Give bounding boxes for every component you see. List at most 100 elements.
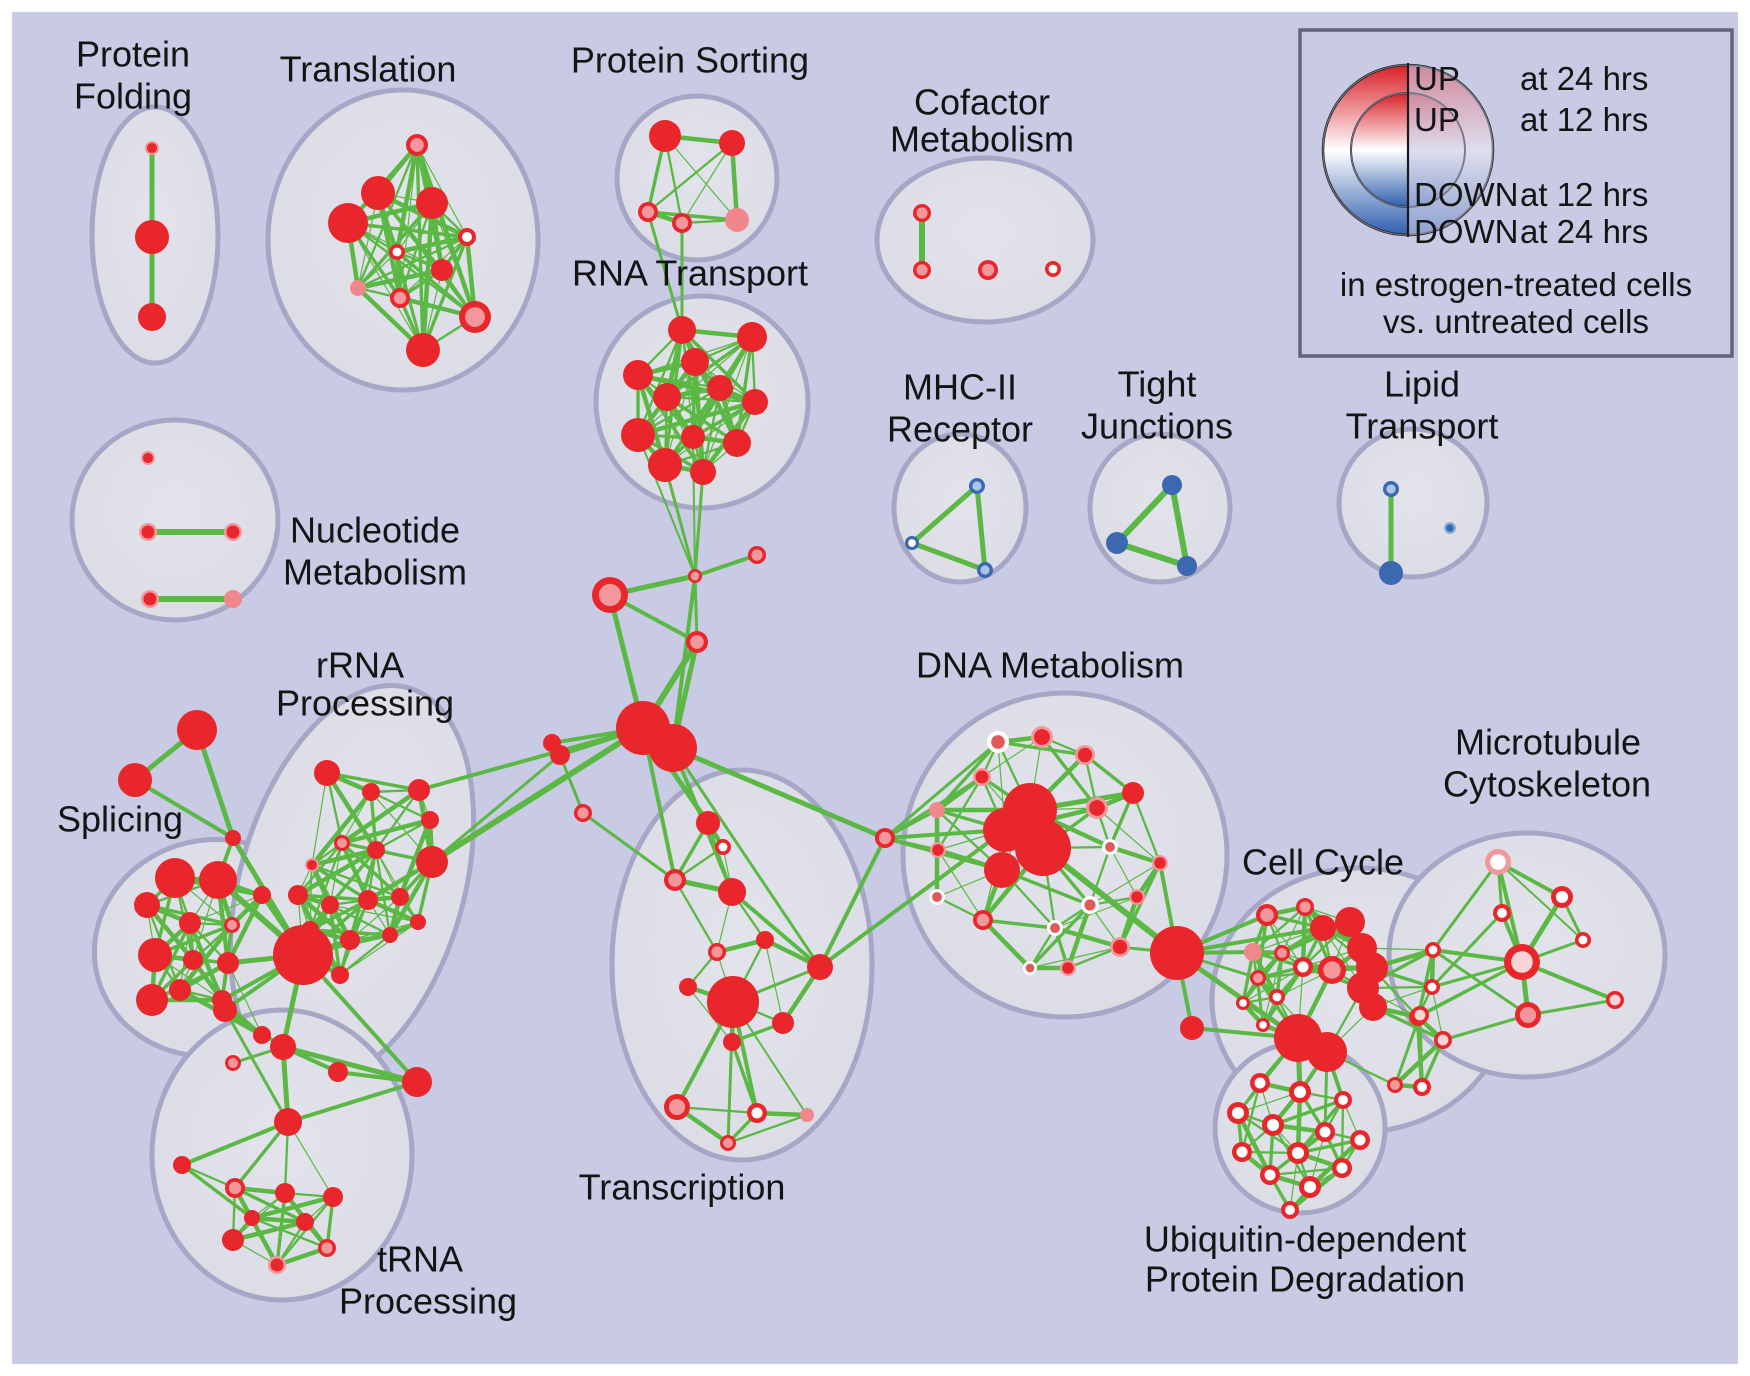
gene-node-txn-14[interactable] xyxy=(720,1135,736,1151)
gene-node-tr-7[interactable] xyxy=(350,280,366,296)
gene-node-free-16[interactable] xyxy=(225,1055,241,1071)
gene-node-ubi-5[interactable] xyxy=(1315,1122,1335,1142)
gene-node-txn-5[interactable] xyxy=(708,943,726,961)
gene-node-rrna-11[interactable] xyxy=(391,888,409,906)
gene-node-trna-4[interactable] xyxy=(323,1187,343,1207)
gene-node-cc-20[interactable] xyxy=(1425,942,1441,958)
gene-node-dna-17[interactable] xyxy=(1081,896,1099,914)
gene-node-free-1[interactable] xyxy=(118,763,152,797)
gene-node-ubi-11[interactable] xyxy=(1299,1176,1321,1198)
gene-node-txn-13[interactable] xyxy=(800,1108,814,1122)
gene-node-cc-0[interactable] xyxy=(1256,904,1278,926)
gene-node-tr-2[interactable] xyxy=(328,203,368,243)
gene-node-spl-6[interactable] xyxy=(138,938,172,972)
gene-node-mt-3[interactable] xyxy=(1504,944,1540,980)
gene-node-ps-0[interactable] xyxy=(649,120,681,152)
gene-node-free-10[interactable] xyxy=(875,828,895,848)
gene-node-rrna-4[interactable] xyxy=(305,858,319,872)
gene-node-free-12[interactable] xyxy=(550,745,570,765)
gene-node-free-2[interactable] xyxy=(225,830,241,846)
gene-node-txn-4[interactable] xyxy=(756,931,774,949)
gene-node-mhc-0[interactable] xyxy=(969,478,985,494)
gene-node-tr-6[interactable] xyxy=(431,259,453,281)
gene-node-spl-9[interactable] xyxy=(169,979,191,1001)
gene-node-spl-11[interactable] xyxy=(136,984,168,1016)
gene-node-dna-1[interactable] xyxy=(1031,726,1053,748)
gene-node-cf-1[interactable] xyxy=(913,261,931,279)
gene-node-spl-5[interactable] xyxy=(253,886,271,904)
gene-node-nm-0[interactable] xyxy=(141,451,155,465)
gene-node-spl-3[interactable] xyxy=(179,912,201,934)
gene-node-trna-6[interactable] xyxy=(318,1239,336,1257)
gene-node-mt-4[interactable] xyxy=(1411,1006,1429,1024)
gene-node-ubi-12[interactable] xyxy=(1281,1201,1299,1219)
gene-node-rna-0[interactable] xyxy=(668,316,696,344)
gene-node-mt-0[interactable] xyxy=(1485,849,1511,875)
gene-node-nm-4[interactable] xyxy=(224,590,242,608)
gene-node-ubi-7[interactable] xyxy=(1232,1142,1252,1162)
gene-node-trna-2[interactable] xyxy=(225,1178,245,1198)
gene-node-rrna-1[interactable] xyxy=(362,783,380,801)
gene-node-txn-7[interactable] xyxy=(707,976,759,1028)
gene-node-rrna-15[interactable] xyxy=(410,914,426,930)
gene-node-rrna-5[interactable] xyxy=(367,841,385,859)
gene-node-spl-8[interactable] xyxy=(217,952,239,974)
gene-node-dna-3[interactable] xyxy=(973,768,991,786)
gene-node-txn-9[interactable] xyxy=(807,954,833,980)
gene-node-tr-3[interactable] xyxy=(416,187,448,219)
gene-node-tj-0[interactable] xyxy=(1162,475,1182,495)
gene-node-dna-21[interactable] xyxy=(1023,961,1037,975)
gene-node-ps-3[interactable] xyxy=(672,213,692,233)
gene-node-dna-2[interactable] xyxy=(1075,745,1095,765)
gene-node-free-17[interactable] xyxy=(328,1062,348,1082)
gene-node-cc-10[interactable] xyxy=(1250,970,1266,986)
gene-node-mt-1[interactable] xyxy=(1551,886,1573,908)
gene-node-dna-19[interactable] xyxy=(1110,937,1130,957)
gene-node-rna-7[interactable] xyxy=(621,418,655,452)
gene-node-dna-10[interactable] xyxy=(1102,839,1118,855)
gene-node-cc-21[interactable] xyxy=(1424,979,1440,995)
gene-node-rrna-3[interactable] xyxy=(334,835,350,851)
gene-node-trna-1[interactable] xyxy=(173,1156,191,1174)
gene-node-free-8[interactable] xyxy=(649,724,697,772)
gene-node-cc-12[interactable] xyxy=(1236,996,1250,1010)
gene-node-tr-10[interactable] xyxy=(406,333,440,367)
gene-node-free-19[interactable] xyxy=(1180,1016,1204,1040)
gene-node-txn-8[interactable] xyxy=(772,1012,794,1034)
gene-node-rrna-2[interactable] xyxy=(408,779,430,801)
gene-node-cc-6[interactable] xyxy=(1244,943,1262,961)
gene-node-free-6[interactable] xyxy=(686,631,708,653)
gene-node-dna-15[interactable] xyxy=(929,889,945,905)
gene-node-free-4[interactable] xyxy=(748,546,766,564)
gene-node-spl-0[interactable] xyxy=(155,858,195,898)
gene-node-tj-2[interactable] xyxy=(1177,556,1197,576)
gene-node-free-13[interactable] xyxy=(574,804,592,822)
gene-node-dna-5[interactable] xyxy=(1086,797,1108,819)
gene-node-nm-3[interactable] xyxy=(141,590,159,608)
gene-node-ps-4[interactable] xyxy=(725,208,749,232)
gene-node-rna-11[interactable] xyxy=(690,459,716,485)
gene-node-rna-6[interactable] xyxy=(742,389,768,415)
gene-node-mhc-2[interactable] xyxy=(977,562,993,578)
gene-node-trna-3[interactable] xyxy=(275,1183,295,1203)
gene-node-dna-4[interactable] xyxy=(1122,782,1144,804)
gene-node-ubi-9[interactable] xyxy=(1332,1158,1352,1178)
gene-node-trna-7[interactable] xyxy=(268,1256,286,1274)
gene-node-spl-4[interactable] xyxy=(224,917,240,933)
gene-node-free-0[interactable] xyxy=(177,710,217,750)
gene-node-trna-8[interactable] xyxy=(296,1213,314,1231)
gene-node-txn-2[interactable] xyxy=(664,869,686,891)
gene-node-tr-4[interactable] xyxy=(458,228,476,246)
gene-node-cf-0[interactable] xyxy=(913,204,931,222)
gene-node-ubi-6[interactable] xyxy=(1350,1130,1370,1150)
gene-node-tr-8[interactable] xyxy=(390,288,410,308)
gene-node-cc-11[interactable] xyxy=(1269,989,1285,1005)
gene-node-free-14[interactable] xyxy=(213,998,237,1022)
gene-node-rna-1[interactable] xyxy=(737,322,767,352)
gene-node-free-15[interactable] xyxy=(270,1034,296,1060)
gene-node-rrna-17[interactable] xyxy=(331,966,349,984)
gene-node-rrna-16[interactable] xyxy=(273,925,333,985)
gene-node-ubi-4[interactable] xyxy=(1262,1114,1284,1136)
gene-node-rrna-0[interactable] xyxy=(314,760,340,786)
gene-node-dna-14[interactable] xyxy=(1129,889,1145,905)
